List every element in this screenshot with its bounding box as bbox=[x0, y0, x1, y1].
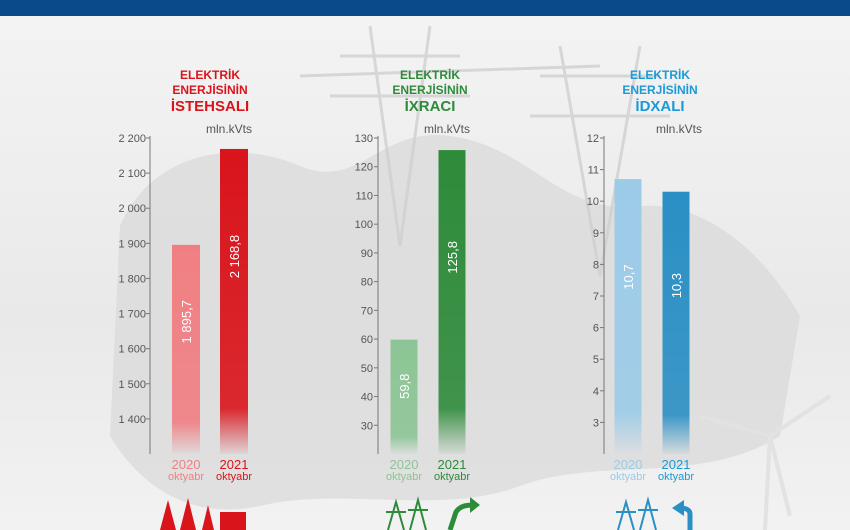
x-label-period: oktyabr bbox=[167, 471, 205, 483]
y-tick-label: 60 bbox=[361, 334, 373, 346]
y-tick-label: 1 900 bbox=[118, 238, 146, 250]
x-label-year: 2021 bbox=[219, 457, 249, 472]
title-line-3: İSTEHSALI bbox=[170, 98, 250, 115]
bar bbox=[220, 148, 248, 455]
import-arrow-icon bbox=[672, 500, 693, 530]
y-tick-label: 1 700 bbox=[118, 309, 146, 321]
y-tick-label: 8 bbox=[593, 259, 599, 271]
bar bbox=[172, 244, 200, 454]
bar-value-label: 125,8 bbox=[445, 241, 460, 274]
x-label-year: 2021 bbox=[437, 457, 467, 472]
y-tick-label: 70 bbox=[361, 305, 373, 317]
bar bbox=[662, 191, 690, 454]
unit-label: mln.kVts bbox=[424, 122, 471, 136]
x-label-year: 2021 bbox=[661, 457, 691, 472]
pylon-silhouette bbox=[299, 25, 670, 277]
x-label: 2020 oktyabr bbox=[163, 458, 209, 484]
x-label: 2020 oktyabr bbox=[605, 458, 651, 484]
x-label: 2020 oktyabr bbox=[381, 458, 427, 484]
y-tick-label: 6 bbox=[593, 323, 599, 335]
panel-title: ELEKTRİK ENERJİSİNİN İSTEHSALI bbox=[110, 68, 310, 116]
x-label-period: oktyabr bbox=[385, 471, 423, 483]
transmission-tower-icon bbox=[616, 496, 658, 530]
y-tick-label: 3 bbox=[593, 417, 599, 429]
y-tick-label: 1 500 bbox=[118, 379, 146, 391]
y-tick-label: 130 bbox=[355, 133, 373, 145]
panel-title: ELEKTRİK ENERJİSİNİN İDXALI bbox=[560, 68, 760, 116]
y-tick-label: 120 bbox=[355, 162, 373, 174]
y-tick-label: 80 bbox=[361, 277, 373, 289]
y-tick-label: 50 bbox=[361, 363, 373, 375]
title-line-2: ENERJİSİNİN bbox=[622, 83, 698, 97]
y-tick-label: 7 bbox=[593, 291, 599, 303]
x-label-year: 2020 bbox=[171, 457, 201, 472]
bar-value-label: 59,8 bbox=[397, 374, 412, 399]
x-label: 2021 oktyabr bbox=[429, 458, 475, 484]
title-line-1: ELEKTRİK bbox=[400, 68, 460, 82]
export-arrow-icon bbox=[447, 497, 480, 530]
header-bar bbox=[0, 0, 850, 16]
y-tick-label: 9 bbox=[593, 228, 599, 240]
x-label-period: oktyabr bbox=[433, 471, 471, 483]
y-tick-label: 2 200 bbox=[118, 133, 146, 145]
panel-export: ELEKTRİK ENERJİSİNİN İXRACI mln.kVts bbox=[330, 16, 530, 530]
panel-production: ELEKTRİK ENERJİSİNİN İSTEHSALI mln.kVts bbox=[110, 16, 310, 530]
x-label: 2021 oktyabr bbox=[211, 458, 257, 484]
unit-label: mln.kVts bbox=[656, 122, 703, 136]
title-line-3: İXRACI bbox=[404, 98, 456, 115]
wind-turbine-silhouette bbox=[699, 394, 832, 530]
y-tick-label: 100 bbox=[355, 219, 373, 231]
y-tick-label: 1 600 bbox=[118, 344, 146, 356]
y-tick-label: 90 bbox=[361, 248, 373, 260]
y-tick-label: 5 bbox=[593, 354, 599, 366]
panel-title: ELEKTRİK ENERJİSİNİN İXRACI bbox=[330, 68, 530, 116]
y-tick-label: 2 100 bbox=[118, 168, 146, 180]
title-line-1: ELEKTRİK bbox=[630, 68, 690, 82]
bar-value-label: 10,7 bbox=[621, 264, 636, 289]
y-tick-label: 12 bbox=[587, 133, 599, 145]
unit-label: mln.kVts bbox=[206, 122, 253, 136]
y-tick-label: 10 bbox=[587, 196, 599, 208]
bar bbox=[438, 150, 466, 454]
x-label: 2021 oktyabr bbox=[653, 458, 699, 484]
x-label-period: oktyabr bbox=[215, 471, 253, 483]
title-line-2: ENERJİSİNİN bbox=[172, 83, 248, 97]
title-line-2: ENERJİSİNİN bbox=[392, 83, 468, 97]
bar bbox=[390, 339, 418, 454]
y-tick-label: 1 800 bbox=[118, 273, 146, 285]
y-tick-label: 30 bbox=[361, 420, 373, 432]
y-tick-label: 11 bbox=[588, 165, 599, 177]
bar bbox=[614, 179, 642, 454]
title-line-3: İDXALI bbox=[635, 98, 685, 115]
title-line-1: ELEKTRİK bbox=[180, 68, 240, 82]
bar-value-label: 2 168,8 bbox=[227, 235, 242, 278]
y-tick-label: 110 bbox=[355, 190, 373, 202]
y-tick-label: 40 bbox=[361, 392, 373, 404]
x-label-year: 2020 bbox=[389, 457, 419, 472]
x-label-year: 2020 bbox=[613, 457, 643, 472]
y-tick-label: 2 000 bbox=[118, 203, 146, 215]
transmission-tower-icon bbox=[386, 496, 428, 530]
x-label-period: oktyabr bbox=[609, 471, 647, 483]
power-plant-icon bbox=[160, 498, 246, 530]
panel-import: ELEKTRİK ENERJİSİNİN İDXALI mln.kVts bbox=[560, 16, 760, 530]
bar-value-label: 1 895,7 bbox=[179, 300, 194, 343]
bar-value-label: 10,3 bbox=[669, 273, 684, 298]
y-tick-label: 1 400 bbox=[118, 414, 146, 426]
y-tick-label: 4 bbox=[593, 386, 599, 398]
x-label-period: oktyabr bbox=[657, 471, 695, 483]
